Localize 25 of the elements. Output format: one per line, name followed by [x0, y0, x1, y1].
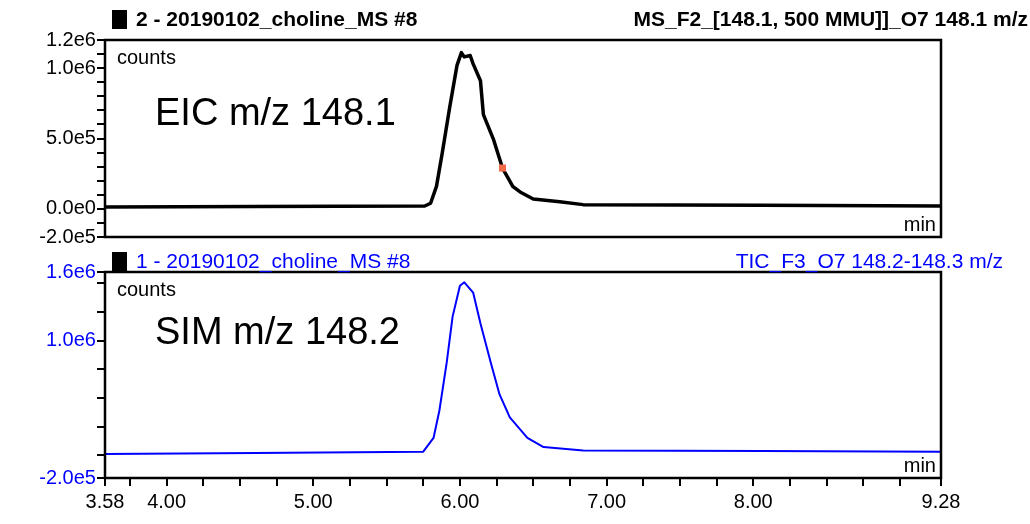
x-tick-label: 4.00	[147, 489, 187, 512]
y-axis-title: counts	[117, 277, 176, 300]
annotation: EIC m/z 148.1	[155, 91, 396, 134]
x-tick-label: 9.28	[921, 489, 961, 512]
y-tick-label: 5.0e5	[45, 126, 96, 149]
x-tick-label: 8.00	[733, 489, 773, 512]
y-tick-label: -2.0e5	[39, 224, 96, 247]
y-tick-label: 1.2e6	[45, 27, 96, 50]
y-axis-title: counts	[117, 45, 176, 68]
y-tick-label: 0.0e0	[45, 196, 96, 219]
chart-subtitle: MS_F2_[148.1, 500 MMU]]_O7 148.1 m/z	[633, 6, 1028, 30]
chart-subtitle: TIC_F3_O7 148.2-148.3 m/z	[735, 248, 1003, 273]
x-tick-label: 7.00	[587, 489, 627, 512]
x-tick-label: 6.00	[440, 489, 480, 512]
y-tick-label: 1.6e6	[45, 259, 96, 282]
x-axis-title: min	[903, 212, 936, 235]
x-tick-label: 5.00	[293, 489, 333, 512]
x-axis-title: min	[903, 453, 936, 476]
y-tick-label: -2.0e5	[39, 465, 96, 488]
chart-title: 1 - 20190102_choline_MS #8	[136, 248, 411, 273]
chart-title: 2 - 20190102_choline_MS #8	[136, 6, 418, 30]
x-tick-label: 3.58	[85, 489, 125, 512]
y-tick-label: 1.0e6	[45, 328, 96, 351]
y-tick-label: 1.0e6	[45, 55, 96, 78]
annotation: SIM m/z 148.2	[155, 310, 400, 353]
